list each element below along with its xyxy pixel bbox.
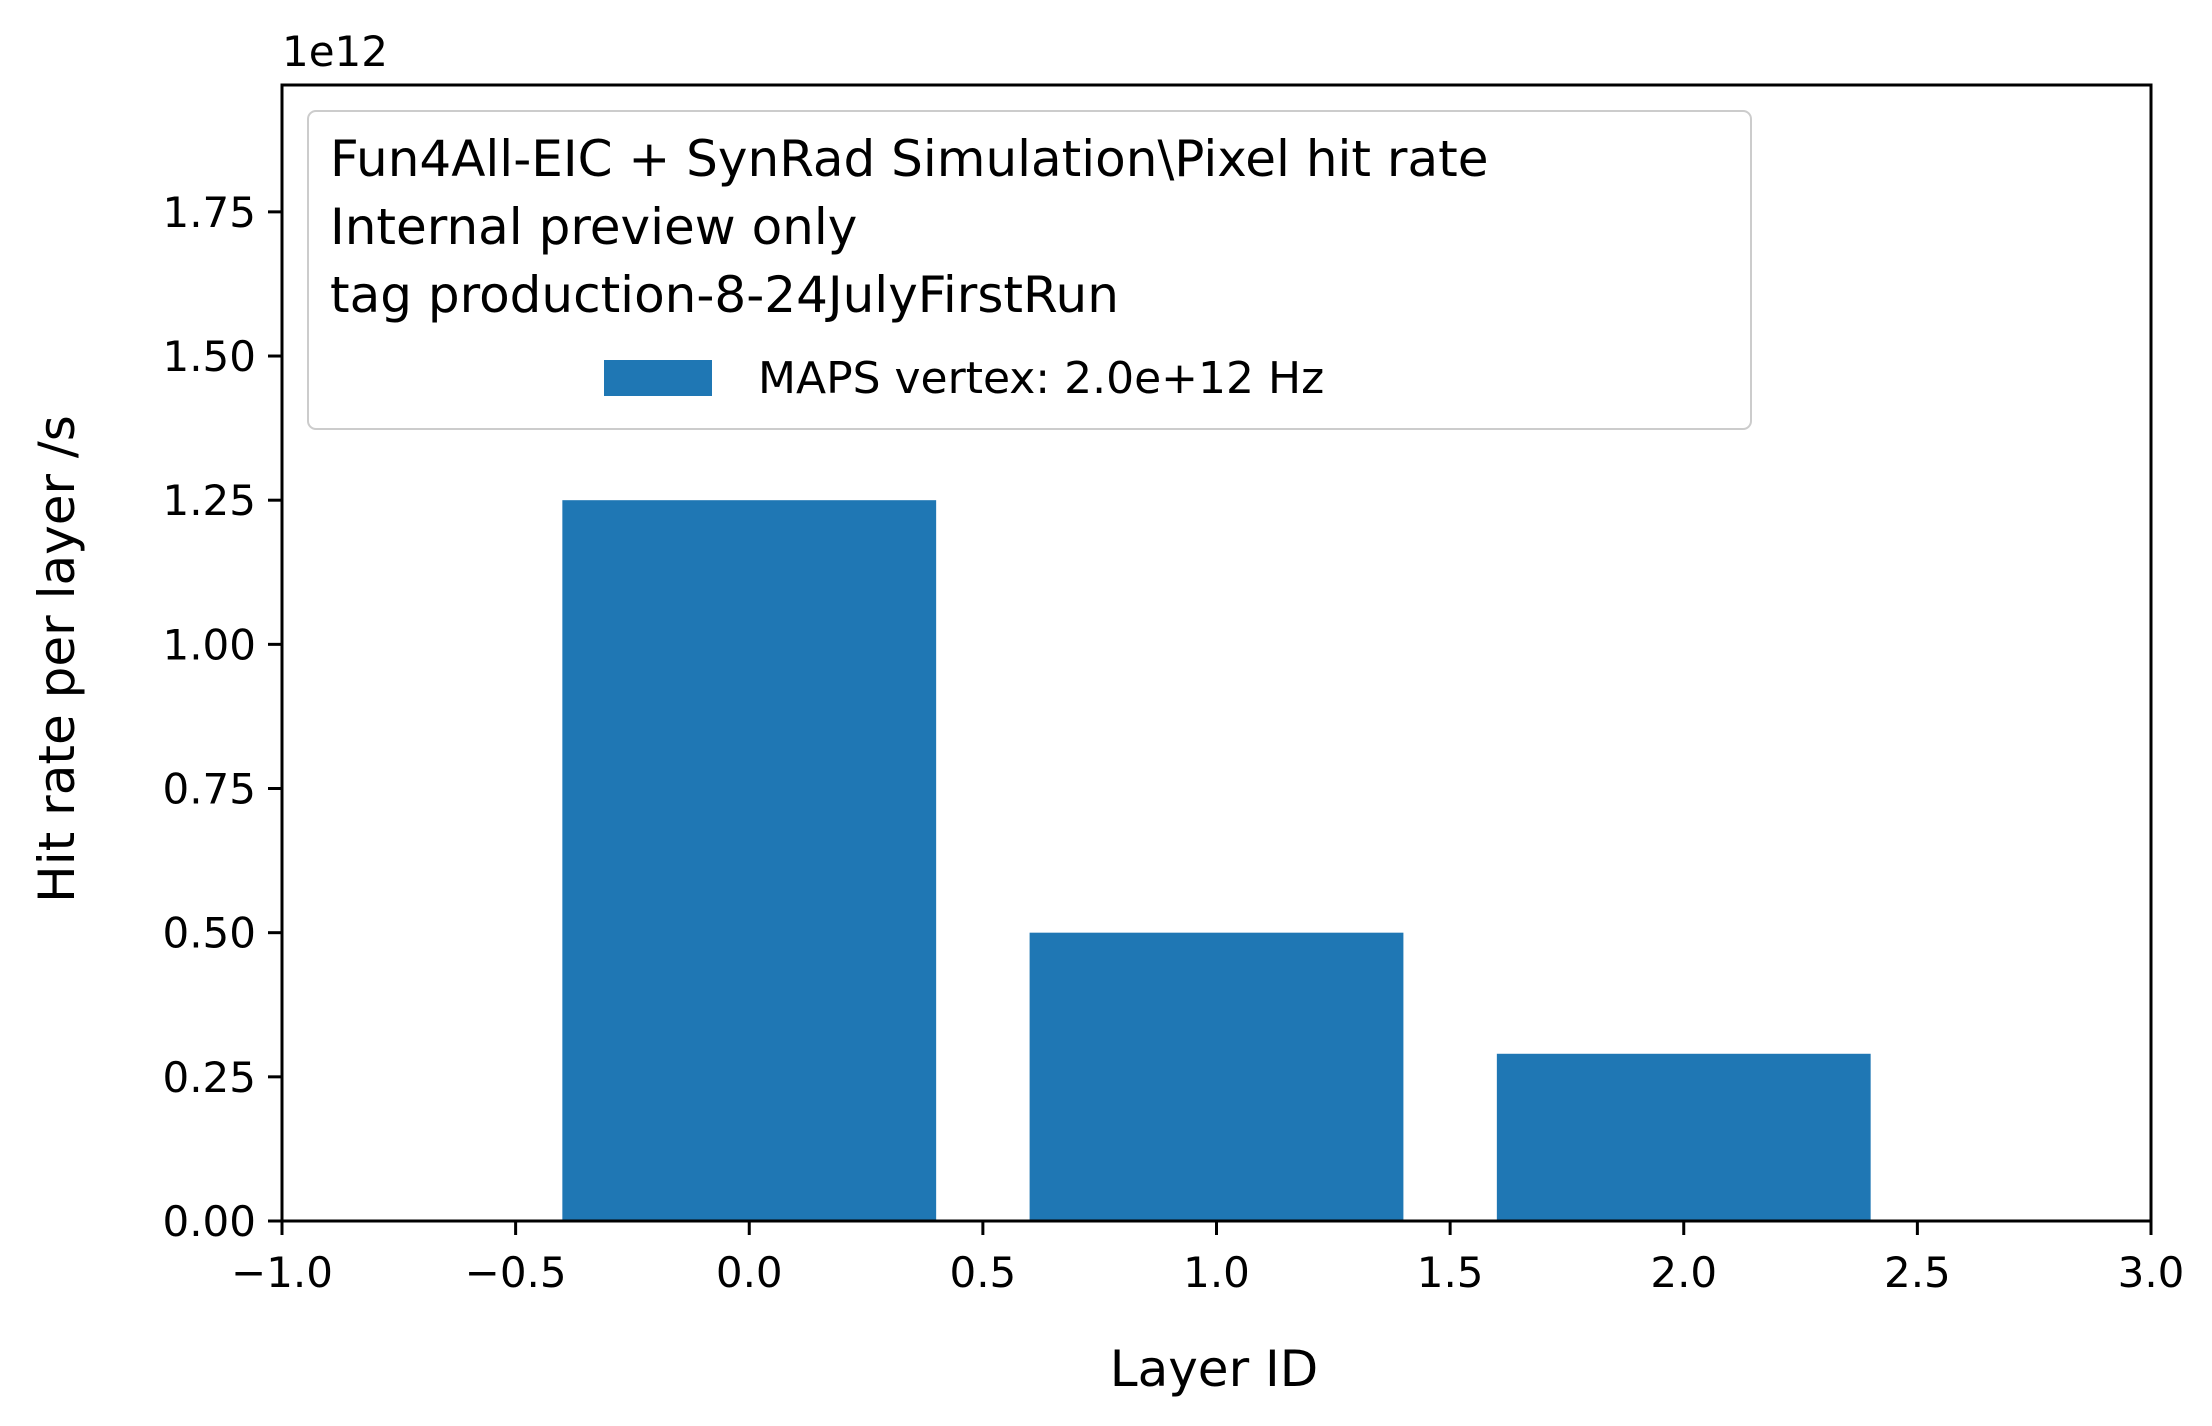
legend-title-line-3: tag production-8-24JulyFirstRun	[330, 266, 1119, 324]
x-tick-label: 1.5	[1417, 1248, 1484, 1297]
x-tick-label: 2.0	[1650, 1248, 1717, 1297]
y-axis-ticks: 0.00 0.25 0.50 0.75 1.00 1.25 1.50 1.75	[162, 188, 282, 1246]
bar-layer-0	[562, 500, 937, 1221]
x-axis-ticks: −1.0 −0.5 0.0 0.5 1.0 1.5 2.0 2.5 3.0	[231, 1221, 2184, 1297]
legend-title-line-1: Fun4All-EIC + SynRad Simulation\Pixel hi…	[330, 130, 1488, 188]
x-tick-label: 0.0	[716, 1248, 783, 1297]
legend: Fun4All-EIC + SynRad Simulation\Pixel hi…	[307, 110, 1752, 430]
y-axis-label: Hit rate per layer /s	[28, 415, 86, 903]
x-tick-label: 0.5	[949, 1248, 1016, 1297]
legend-entry-label: MAPS vertex: 2.0e+12 Hz	[758, 353, 1324, 404]
y-offset-label: 1e12	[282, 27, 388, 76]
y-tick-label: 1.25	[162, 476, 256, 525]
x-tick-label: −0.5	[465, 1248, 567, 1297]
plot-frame	[280, 83, 2153, 1223]
x-tick-label: 1.0	[1183, 1248, 1250, 1297]
y-tick-label: 1.00	[162, 620, 256, 669]
y-tick-label: 1.50	[162, 332, 256, 381]
bar-layer-2	[1496, 1053, 1871, 1221]
y-tick-label: 0.75	[162, 765, 256, 814]
legend-title-line-2: Internal preview only	[330, 198, 857, 256]
x-axis-label: Layer ID	[1110, 1340, 1319, 1398]
y-tick-label: 1.75	[162, 188, 256, 237]
x-tick-label: 2.5	[1884, 1248, 1951, 1297]
x-tick-label: 3.0	[2118, 1248, 2185, 1297]
x-tick-label: −1.0	[231, 1248, 333, 1297]
legend-swatch	[604, 360, 712, 396]
y-tick-label: 0.00	[162, 1197, 256, 1246]
y-tick-label: 0.25	[162, 1053, 256, 1102]
bar-layer-1	[1029, 932, 1404, 1221]
y-tick-label: 0.50	[162, 909, 256, 958]
legend-box	[307, 110, 1752, 430]
bars	[562, 500, 1871, 1221]
